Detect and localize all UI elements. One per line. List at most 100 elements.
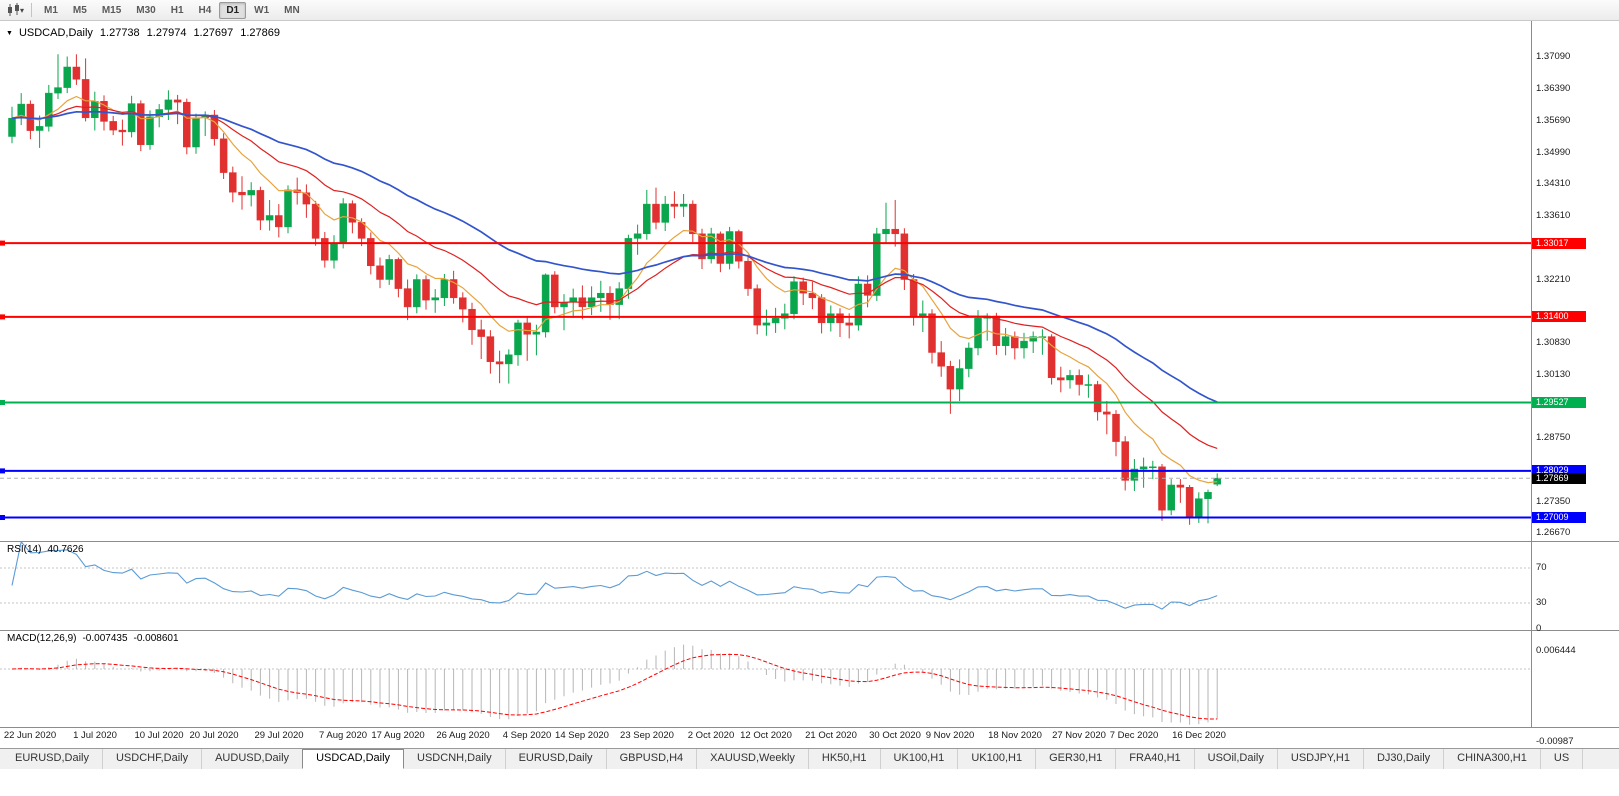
rsi-name: RSI(14): [7, 544, 42, 555]
timeframe-button-m1[interactable]: M1: [44, 4, 58, 16]
rsi-panel[interactable]: [0, 542, 1531, 610]
date-axis-label: 26 Aug 2020: [436, 730, 490, 741]
date-axis-label: 18 Nov 2020: [988, 730, 1042, 741]
chart-type-icon[interactable]: [4, 2, 22, 19]
price-axis-label: 1.34990: [1536, 147, 1571, 158]
chart-tab[interactable]: US: [1541, 749, 1584, 769]
chart-tab[interactable]: USOil,Daily: [1195, 749, 1278, 769]
price-axis-label: 1.36390: [1536, 83, 1571, 94]
hline-price-badge: 1.33017: [1532, 238, 1586, 249]
hline-handle: [0, 515, 5, 520]
price-axis-label: 1.30830: [1536, 337, 1571, 348]
macd-signal-value: -0.008601: [133, 633, 179, 644]
chart-tab[interactable]: CHINA300,H1: [1444, 749, 1541, 769]
price-axis-label: 1.32210: [1536, 274, 1571, 285]
chart-tab[interactable]: UK100,H1: [881, 749, 959, 769]
ohlc-close: 1.27869: [240, 27, 280, 39]
hline-price-badge: 1.27009: [1532, 512, 1586, 523]
macd-name: MACD(12,26,9): [7, 633, 77, 644]
timeframe-button-d1[interactable]: D1: [219, 1, 247, 19]
timeframe-button-h1[interactable]: H1: [170, 4, 184, 16]
date-axis-label: 22 Jun 2020: [3, 730, 57, 741]
caret-down-icon[interactable]: ▾: [20, 5, 25, 15]
price-axis-label: 1.30130: [1536, 369, 1571, 380]
chart-tab[interactable]: EURUSD,Daily: [506, 749, 607, 769]
date-axis-label: 23 Sep 2020: [620, 730, 674, 741]
hline-handle: [0, 314, 5, 320]
chart-tab[interactable]: HK50,H1: [809, 749, 881, 769]
hline-price-badge: 1.28029: [1532, 465, 1586, 476]
timeframe-toolbar: M1 M5 M15 M30 H1 H4 D1 W1 MN: [37, 1, 307, 19]
ohlc-open: 1.27738: [99, 27, 140, 39]
panel-borders: [0, 21, 1619, 728]
chart-tab-bar: EURUSD,Daily USDCHF,Daily AUDUSD,Daily USDC…: [0, 748, 1619, 769]
chart-tab[interactable]: USDCNH,Daily: [404, 749, 506, 769]
price-axis-label: 1.37090: [1536, 51, 1571, 62]
price-axis-label: 1.33610: [1536, 210, 1571, 221]
price-axis-label: 1.28750: [1536, 432, 1571, 443]
price-axis-label: 1.35690: [1536, 115, 1571, 126]
date-axis-label: 9 Nov 2020: [925, 730, 975, 741]
date-axis-label: 20 Jul 2020: [189, 730, 239, 741]
date-axis-label: 4 Sep 2020: [502, 730, 552, 741]
date-axis-label: 14 Sep 2020: [555, 730, 609, 741]
date-axis-label: 10 Jul 2020: [134, 730, 184, 741]
ohlc-high: 1.27974: [146, 27, 187, 39]
price-axis-label: 1.26670: [1536, 527, 1571, 538]
chart-tab[interactable]: USDCHF,Daily: [103, 749, 203, 769]
chart-tab[interactable]: USDCAD,Daily: [302, 749, 405, 769]
rsi-scale-label: 70: [1536, 562, 1547, 573]
price-axis-label: 1.27350: [1536, 496, 1571, 507]
chart-tab[interactable]: EURUSD,Daily: [2, 749, 103, 769]
date-axis-label: 7 Aug 2020: [318, 730, 368, 741]
hline-handle: [0, 400, 5, 405]
timeframe-button-w1[interactable]: W1: [254, 4, 270, 16]
chart-title: ▼ USDCAD,Daily 1.27738 1.27974 1.27697 1…: [6, 27, 280, 39]
macd-scale-label: 0.006444: [1536, 645, 1576, 656]
hline-price-badge: 1.31400: [1532, 311, 1586, 322]
chart-tab[interactable]: USDJPY,H1: [1278, 749, 1364, 769]
chart-tab[interactable]: DJ30,Daily: [1364, 749, 1445, 769]
chart-tab[interactable]: GBPUSD,H4: [607, 749, 698, 769]
timeframe-button-m30[interactable]: M30: [136, 4, 156, 16]
timeframe-button-m15[interactable]: M15: [101, 4, 122, 16]
date-axis-label: 30 Oct 2020: [869, 730, 921, 741]
rsi-scale-label: 0: [1536, 623, 1542, 634]
current-price-badge: 1.27869: [1532, 473, 1586, 484]
candlestick-chart[interactable]: [8, 54, 1221, 525]
timeframe-button-mn[interactable]: MN: [284, 4, 300, 16]
date-axis-label: 27 Nov 2020: [1052, 730, 1106, 741]
date-axis-label: 17 Aug 2020: [371, 730, 425, 741]
macd-main-value: -0.007435: [82, 633, 128, 644]
chart-tab[interactable]: UK100,H1: [958, 749, 1037, 769]
date-axis-label: 29 Jul 2020: [254, 730, 304, 741]
macd-scale-label: -0.00987: [1536, 736, 1574, 747]
macd-label: MACD(12,26,9) -0.007435 -0.008601: [7, 633, 179, 644]
rsi-label: RSI(14) 40.7626: [7, 544, 84, 555]
chart-tab[interactable]: GER30,H1: [1036, 749, 1117, 769]
date-axis-label: 2 Oct 2020: [687, 730, 735, 741]
timeframe-button-h4[interactable]: H4: [198, 4, 212, 16]
macd-panel[interactable]: [0, 644, 1531, 725]
chart-tab[interactable]: AUDUSD,Daily: [202, 749, 304, 769]
hline-handle: [0, 468, 5, 474]
horizontal-lines[interactable]: [0, 240, 1531, 520]
ohlc-low: 1.27697: [193, 27, 234, 39]
chart-tab[interactable]: FRA40,H1: [1116, 749, 1195, 769]
date-axis-label: 21 Oct 2020: [805, 730, 857, 741]
date-axis-label: 7 Dec 2020: [1109, 730, 1159, 741]
hline-handle: [0, 240, 5, 246]
toolbar-separator: [31, 3, 33, 17]
price-axis-label: 1.34310: [1536, 178, 1571, 189]
hline-price-badge: 1.29527: [1532, 397, 1586, 408]
one-click-trading-icon[interactable]: ▼: [6, 29, 13, 37]
rsi-value: 40.7626: [47, 544, 84, 555]
date-axis-label: 16 Dec 2020: [1172, 730, 1226, 741]
date-axis-label: 12 Oct 2020: [740, 730, 792, 741]
timeframe-button-m5[interactable]: M5: [72, 4, 87, 16]
top-toolbar: ▾ M1 M5 M15 M30 H1 H4 D1 W1 MN: [0, 0, 1619, 21]
rsi-scale-label: 30: [1536, 597, 1547, 608]
chart-tab[interactable]: XAUUSD,Weekly: [697, 749, 809, 769]
